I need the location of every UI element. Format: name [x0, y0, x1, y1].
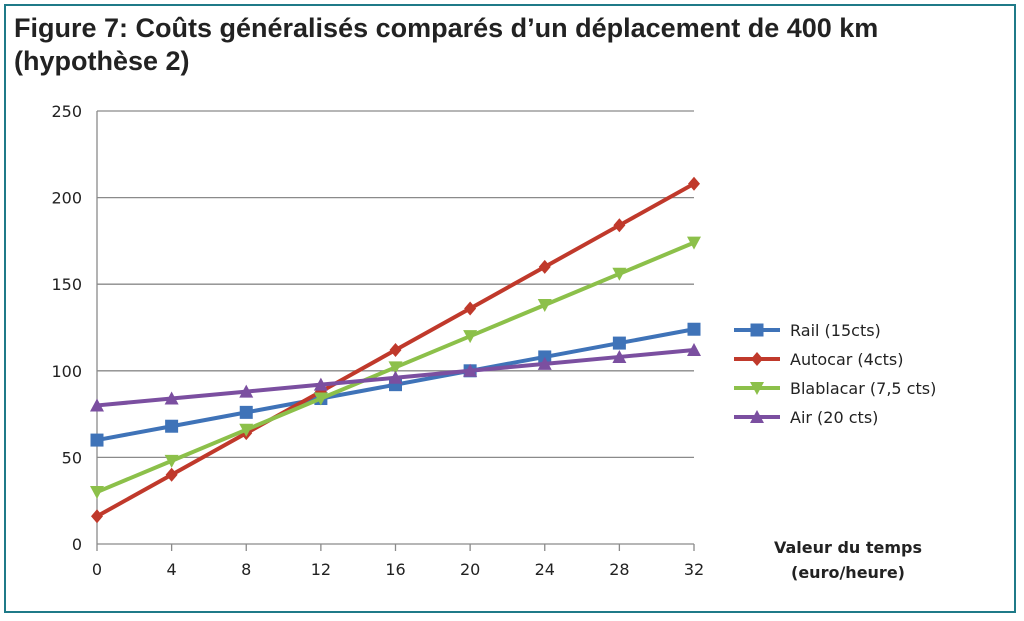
data-point — [463, 363, 478, 377]
y-tick-label: 250 — [51, 102, 82, 121]
data-point — [165, 419, 179, 433]
data-point — [687, 322, 701, 336]
figure-frame — [4, 4, 1016, 613]
x-tick-label: 4 — [167, 560, 177, 579]
legend-item-1: Autocar (4cts) — [734, 350, 903, 369]
data-point — [239, 423, 254, 437]
data-point — [612, 349, 627, 363]
legend-item-3: Air (20 cts) — [734, 408, 878, 427]
x-axis-label-line1: Valeur du temps — [774, 538, 922, 557]
legend-item-2: Blablacar (7,5 cts) — [734, 379, 936, 398]
y-tick-label: 150 — [51, 275, 82, 294]
data-point — [687, 236, 701, 250]
x-axis-ticks: 0 4 8 12 16 20 24 28 32 — [92, 544, 704, 579]
data-point — [164, 454, 179, 468]
legend-marker — [751, 352, 763, 366]
x-tick-label: 32 — [684, 560, 704, 579]
x-tick-label: 12 — [311, 560, 331, 579]
series-1 — [91, 176, 700, 524]
legend-label: Rail (15cts) — [790, 321, 881, 340]
data-point — [90, 433, 104, 447]
legend-item-0: Rail (15cts) — [734, 321, 881, 340]
data-point — [313, 377, 328, 391]
data-point — [388, 361, 403, 375]
y-tick-label: 0 — [72, 535, 82, 554]
data-point — [165, 467, 178, 482]
data-point — [164, 391, 179, 405]
legend-marker — [750, 410, 764, 423]
data-point — [90, 486, 104, 500]
legend-label: Autocar (4cts) — [790, 350, 903, 369]
x-tick-label: 16 — [385, 560, 405, 579]
series-2 — [90, 236, 701, 500]
data-point — [90, 398, 104, 412]
data-point — [464, 301, 477, 316]
data-point — [463, 330, 478, 344]
y-tick-label: 100 — [51, 362, 82, 381]
x-tick-label: 24 — [535, 560, 555, 579]
data-point — [612, 267, 627, 281]
x-tick-label: 0 — [92, 560, 102, 579]
legend-label: Blablacar (7,5 cts) — [790, 379, 936, 398]
data-point — [91, 509, 103, 524]
data-point — [313, 392, 328, 406]
chart-title: Figure 7: Coûts généralisés comparés d’u… — [14, 13, 879, 76]
series-0 — [90, 322, 701, 447]
data-point — [239, 384, 254, 398]
y-axis-ticks: 0 50 100 150 200 250 — [51, 102, 82, 554]
legend-marker — [750, 323, 764, 337]
series-group — [90, 176, 701, 524]
data-point — [687, 343, 701, 357]
data-point — [538, 259, 551, 274]
data-point — [388, 370, 403, 384]
data-point — [239, 405, 253, 419]
data-point — [613, 218, 626, 233]
legend-label: Air (20 cts) — [790, 408, 878, 427]
gridlines — [96, 110, 694, 545]
data-point — [537, 356, 552, 370]
data-point — [537, 298, 552, 312]
x-axis-label-line2: (euro/heure) — [791, 563, 905, 582]
legend: Rail (15cts) Autocar (4cts) Blablacar (7,5… — [734, 321, 936, 427]
legend-marker — [750, 382, 764, 395]
x-tick-label: 8 — [241, 560, 251, 579]
x-tick-label: 20 — [460, 560, 480, 579]
data-point — [612, 336, 626, 350]
x-tick-label: 28 — [609, 560, 629, 579]
data-point — [389, 343, 402, 358]
y-tick-label: 200 — [51, 189, 82, 208]
y-tick-label: 50 — [62, 448, 82, 467]
data-point — [688, 176, 700, 191]
series-3 — [90, 343, 701, 412]
